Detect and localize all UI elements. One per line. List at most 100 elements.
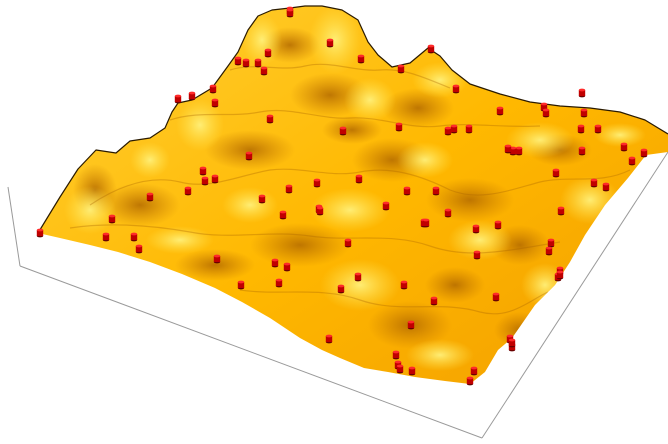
marker-cap: [452, 84, 460, 88]
marker-body: [188, 93, 196, 99]
bounding-box: [7, 151, 668, 439]
marker-cap: [266, 114, 274, 118]
marker-cap: [357, 54, 365, 58]
marker-cap: [286, 8, 294, 12]
marker-37: [199, 166, 207, 176]
marker-cap: [135, 244, 143, 248]
marker-cap: [285, 184, 293, 188]
marker-61: [283, 262, 291, 272]
marker-cap: [397, 64, 405, 68]
marker-19: [580, 108, 588, 118]
marker-body: [542, 110, 550, 116]
marker-body: [275, 280, 283, 286]
marker-93: [146, 192, 154, 202]
marker-body: [326, 40, 334, 46]
marker-3: [264, 48, 272, 58]
marker-84: [542, 108, 550, 118]
marker-48: [102, 232, 110, 242]
surface-outline: [37, 5, 668, 234]
marker-body: [258, 196, 266, 202]
marker-cap: [628, 156, 636, 160]
marker-7: [260, 66, 268, 76]
marker-10: [174, 94, 182, 104]
marker-body: [407, 322, 415, 328]
marker-body: [337, 286, 345, 292]
marker-cap: [602, 182, 610, 186]
marker-23: [444, 126, 452, 136]
marker-body: [313, 180, 321, 186]
marker-32: [602, 182, 610, 192]
marker-cap: [590, 178, 598, 182]
marker-14: [357, 54, 365, 64]
marker-cap: [102, 232, 110, 236]
marker-8: [209, 84, 217, 94]
marker-cap: [472, 224, 480, 228]
marker-body: [213, 256, 221, 262]
marker-body: [492, 294, 500, 300]
marker-74: [407, 320, 415, 330]
marker-cap: [578, 88, 586, 92]
surface-shading-light: [64, 6, 646, 371]
marker-body: [245, 153, 253, 159]
marker-cap: [466, 376, 474, 380]
marker-cap: [395, 122, 403, 126]
marker-body: [452, 86, 460, 92]
marker-cap: [444, 126, 452, 130]
marker-body: [556, 272, 564, 278]
marker-body: [354, 274, 362, 280]
marker-cap: [211, 174, 219, 178]
surface-contours: [69, 63, 631, 315]
marker-cap: [540, 102, 548, 106]
marker-4: [234, 56, 242, 66]
marker-body: [174, 96, 182, 102]
marker-body: [130, 234, 138, 240]
marker-body: [594, 126, 602, 132]
marker-cap: [450, 124, 458, 128]
marker-cap: [547, 238, 555, 242]
marker-body: [450, 126, 458, 132]
marker-cap: [515, 146, 523, 150]
marker-42: [285, 184, 293, 194]
marker-cap: [556, 266, 564, 270]
marker-85: [594, 124, 602, 134]
marker-28: [640, 148, 648, 158]
marker-cap: [620, 142, 628, 146]
marker-50: [135, 244, 143, 254]
marker-79: [396, 364, 404, 374]
marker-body: [266, 116, 274, 122]
marker-22: [450, 124, 458, 134]
marker-body: [344, 240, 352, 246]
marker-cap: [313, 178, 321, 182]
marker-body: [580, 110, 588, 116]
marker-57: [557, 206, 565, 216]
marker-body: [357, 56, 365, 62]
marker-cap: [258, 194, 266, 198]
marker-15: [452, 84, 460, 94]
marker-body: [466, 378, 474, 384]
marker-60: [271, 258, 279, 268]
marker-44: [432, 186, 440, 196]
marker-13: [397, 64, 405, 74]
marker-cap: [578, 146, 586, 150]
marker-80: [408, 366, 416, 376]
marker-body: [552, 170, 560, 176]
marker-cap: [344, 238, 352, 242]
marker-46: [382, 201, 390, 211]
marker-cap: [400, 280, 408, 284]
marker-2: [326, 38, 334, 48]
marker-body: [602, 184, 610, 190]
marker-cap: [506, 334, 514, 338]
marker-67: [400, 280, 408, 290]
marker-body: [271, 260, 279, 266]
marker-45: [403, 186, 411, 196]
marker-cap: [283, 262, 291, 266]
marker-body: [242, 60, 250, 66]
marker-body: [620, 144, 628, 150]
marker-cap: [201, 176, 209, 180]
marker-body: [396, 366, 404, 372]
marker-cap: [556, 270, 564, 274]
marker-body: [470, 368, 478, 374]
marker-38: [211, 174, 219, 184]
marker-29: [578, 146, 586, 156]
marker-body: [184, 188, 192, 194]
